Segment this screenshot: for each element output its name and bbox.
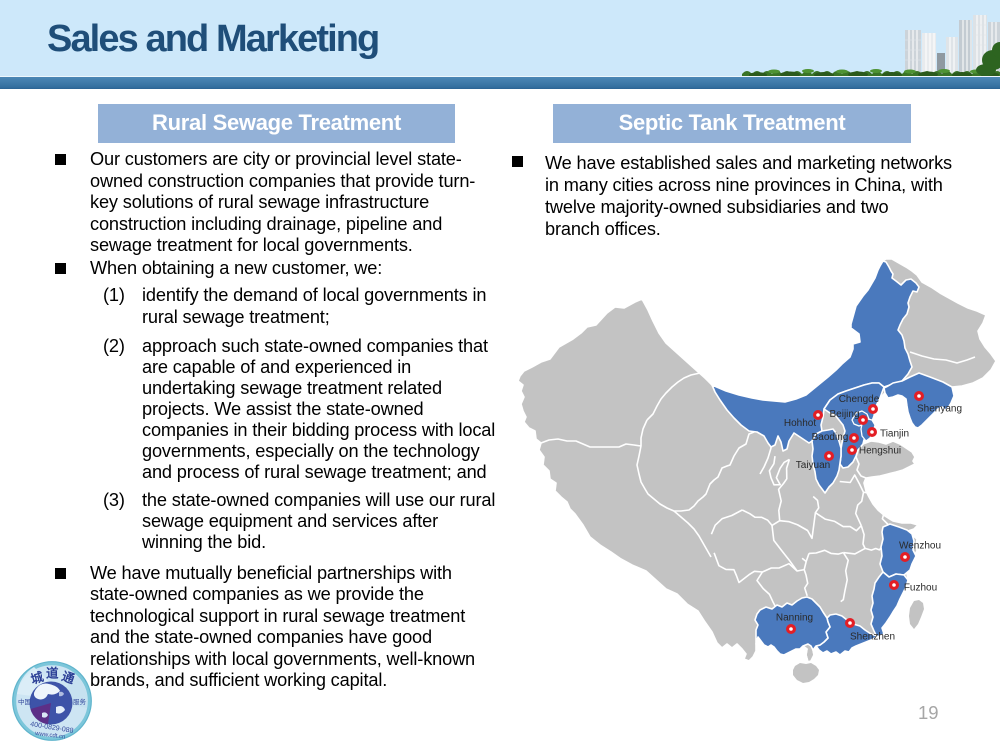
svg-text:Fuzhou: Fuzhou: [904, 583, 937, 594]
svg-text:Hohhot: Hohhot: [784, 418, 816, 429]
svg-text:Beijing: Beijing: [829, 409, 859, 420]
svg-text:Hengshui: Hengshui: [859, 446, 901, 457]
svg-text:道: 道: [46, 666, 59, 681]
svg-text:通: 通: [60, 668, 77, 686]
svg-text:Shenyang: Shenyang: [917, 404, 962, 415]
svg-text:中国: 中国: [18, 697, 31, 706]
svg-text:www.cdt.cn: www.cdt.cn: [34, 731, 66, 741]
svg-text:Tianjin: Tianjin: [880, 429, 909, 440]
svg-text:Nanning: Nanning: [776, 613, 813, 624]
svg-text:Taiyuan: Taiyuan: [796, 460, 830, 471]
svg-text:服务: 服务: [73, 697, 87, 706]
svg-text:Shenzhen: Shenzhen: [850, 632, 895, 643]
svg-text:Wenzhou: Wenzhou: [899, 541, 941, 552]
svg-text:Chengde: Chengde: [839, 394, 880, 405]
svg-text:Baoding: Baoding: [812, 432, 849, 443]
svg-text:城: 城: [29, 669, 46, 687]
